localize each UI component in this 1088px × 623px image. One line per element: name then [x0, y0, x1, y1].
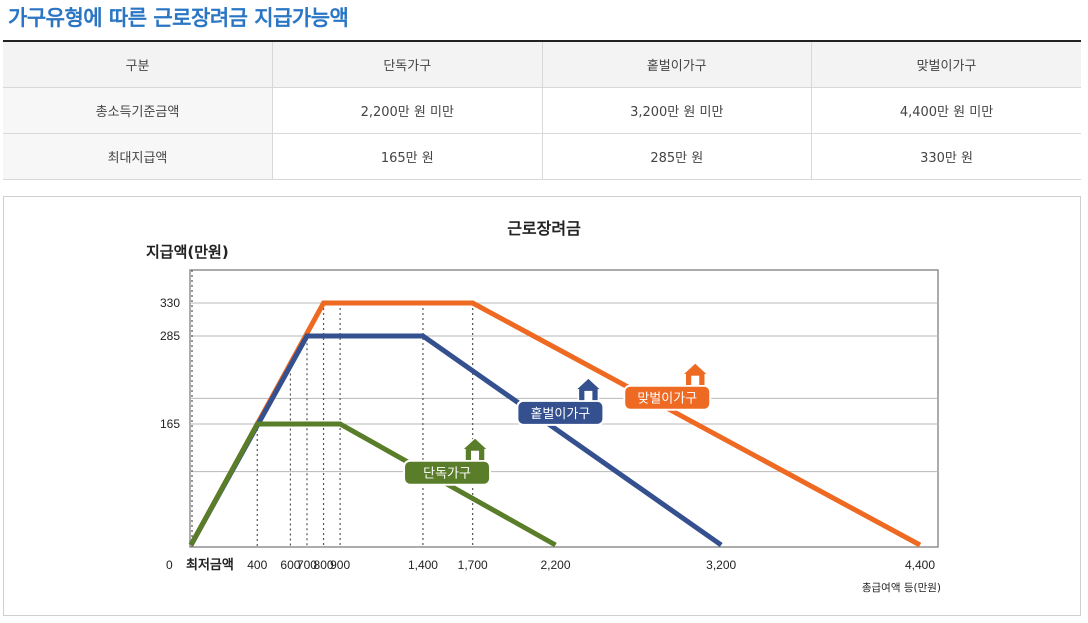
series-line [188, 333, 723, 548]
house-icon [680, 361, 711, 387]
x-tick-label: 400 [247, 558, 267, 572]
house-shape [573, 376, 604, 402]
series-badge: 맞벌이가구 [623, 361, 712, 411]
x-tick-label: 900 [330, 558, 350, 572]
x-tick-label: 600 [280, 558, 300, 572]
chart-title: 근로장려금 [507, 219, 581, 238]
series-badge-box [623, 384, 712, 411]
x-tick-label: 700 [297, 558, 317, 572]
house-door [691, 375, 700, 386]
y-tick-label: 285 [160, 329, 180, 343]
y-tick-label: 165 [160, 417, 180, 431]
x-min-label: 최저금액 [186, 558, 234, 573]
table-header-cell: 단독가구 [272, 41, 542, 88]
table-row-label: 최대지급액 [3, 133, 273, 180]
plot-frame [189, 269, 939, 548]
series-badge: 홑벌이가구 [516, 376, 605, 426]
table-header-cell: 홑벌이가구 [541, 41, 812, 88]
table-header-row: 구분 단독가구 홑벌이가구 맞벌이가구 [3, 41, 1081, 88]
series-badge-label: 맞벌이가구 [637, 392, 697, 407]
x-tick-label: 3,200 [706, 558, 736, 572]
series-badge-box [516, 399, 605, 426]
x-tick-label: 2,200 [540, 558, 570, 572]
x-tick-label: 4,400 [905, 558, 935, 572]
house-door [471, 450, 480, 461]
page-title: 가구유형에 따른 근로장려금 지급가능액 [8, 6, 349, 30]
x-tick-label: 1,400 [408, 558, 438, 572]
table-row: 총소득기준금액 2,200만 원 미만 3,200만 원 미만 4,400만 원… [3, 87, 1081, 134]
table-cell: 285만 원 [541, 133, 812, 180]
series-line [188, 421, 557, 548]
y-axis-title: 지급액(만원) [146, 243, 229, 261]
table-cell: 4,400만 원 미만 [811, 87, 1081, 134]
house-door [584, 390, 593, 401]
x-tick-label: 1,700 [458, 558, 488, 572]
table-header-cell: 맞벌이가구 [811, 41, 1081, 88]
house-shape [460, 436, 490, 462]
table-cell: 3,200만 원 미만 [541, 87, 812, 134]
house-icon [573, 376, 604, 402]
series-badge-box [403, 459, 492, 486]
x-origin-label: 0 [166, 558, 173, 572]
house-icon [460, 436, 490, 462]
series-badge-label: 홑벌이가구 [530, 407, 590, 422]
house-shape [680, 361, 711, 387]
table-cell: 2,200만 원 미만 [272, 87, 542, 134]
x-axis-title: 총급여액 등(만원) [862, 582, 941, 594]
table-header-cell: 구분 [3, 41, 273, 88]
table-row: 최대지급액 165만 원 285만 원 330만 원 [3, 133, 1081, 180]
y-tick-label: 330 [160, 296, 180, 310]
table-cell: 330만 원 [811, 133, 1081, 180]
table-row-label: 총소득기준금액 [3, 87, 273, 134]
table-cell: 165만 원 [272, 133, 542, 180]
series-badge-label: 단독가구 [423, 467, 471, 482]
benefit-table: 구분 단독가구 홑벌이가구 맞벌이가구 총소득기준금액 2,200만 원 미만 … [3, 40, 1081, 180]
x-tick-label: 800 [314, 558, 334, 572]
series-badge: 단독가구 [403, 436, 492, 486]
